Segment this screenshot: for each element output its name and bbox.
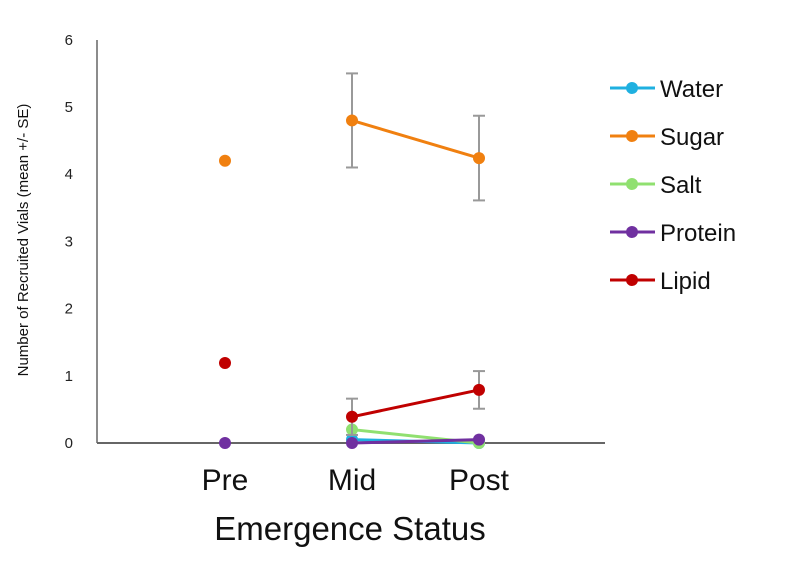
legend-marker — [626, 178, 638, 190]
data-point-lipid — [219, 357, 231, 370]
legend-label: Water — [660, 76, 723, 103]
legend-marker — [626, 226, 638, 238]
data-point-lipid — [473, 383, 485, 396]
y-tick-label: 1 — [65, 368, 73, 385]
legend-label: Sugar — [660, 124, 724, 151]
series-line-sugar — [351, 119, 480, 160]
data-point-protein — [219, 437, 231, 449]
x-axis-title: Emergence Status — [214, 510, 485, 547]
legend-label: Salt — [660, 172, 702, 199]
x-tick-label: Mid — [328, 464, 376, 497]
x-tick-label: Post — [449, 464, 510, 497]
y-tick-label: 0 — [65, 435, 73, 452]
data-point-lipid — [346, 410, 358, 423]
y-tick-label: 5 — [65, 99, 73, 116]
y-tick-label: 6 — [65, 32, 73, 49]
data-point-protein — [346, 437, 358, 449]
legend-label: Lipid — [660, 268, 711, 295]
legend-marker — [626, 130, 638, 142]
y-tick-label: 3 — [65, 233, 73, 250]
series-line-protein — [351, 438, 480, 445]
data-point-sugar — [219, 154, 231, 167]
legend-label: Protein — [660, 220, 736, 247]
data-point-sugar — [473, 152, 485, 165]
y-tick-label: 4 — [65, 166, 73, 183]
series-line-lipid — [351, 388, 480, 419]
y-tick-label: 2 — [65, 301, 73, 318]
x-tick-label: Pre — [202, 464, 249, 497]
data-point-protein — [473, 433, 485, 446]
y-axis-title: Number of Recruited Vials (mean +/- SE) — [15, 104, 32, 377]
data-point-sugar — [346, 114, 358, 127]
legend-marker — [626, 274, 638, 286]
legend-marker — [626, 82, 638, 94]
